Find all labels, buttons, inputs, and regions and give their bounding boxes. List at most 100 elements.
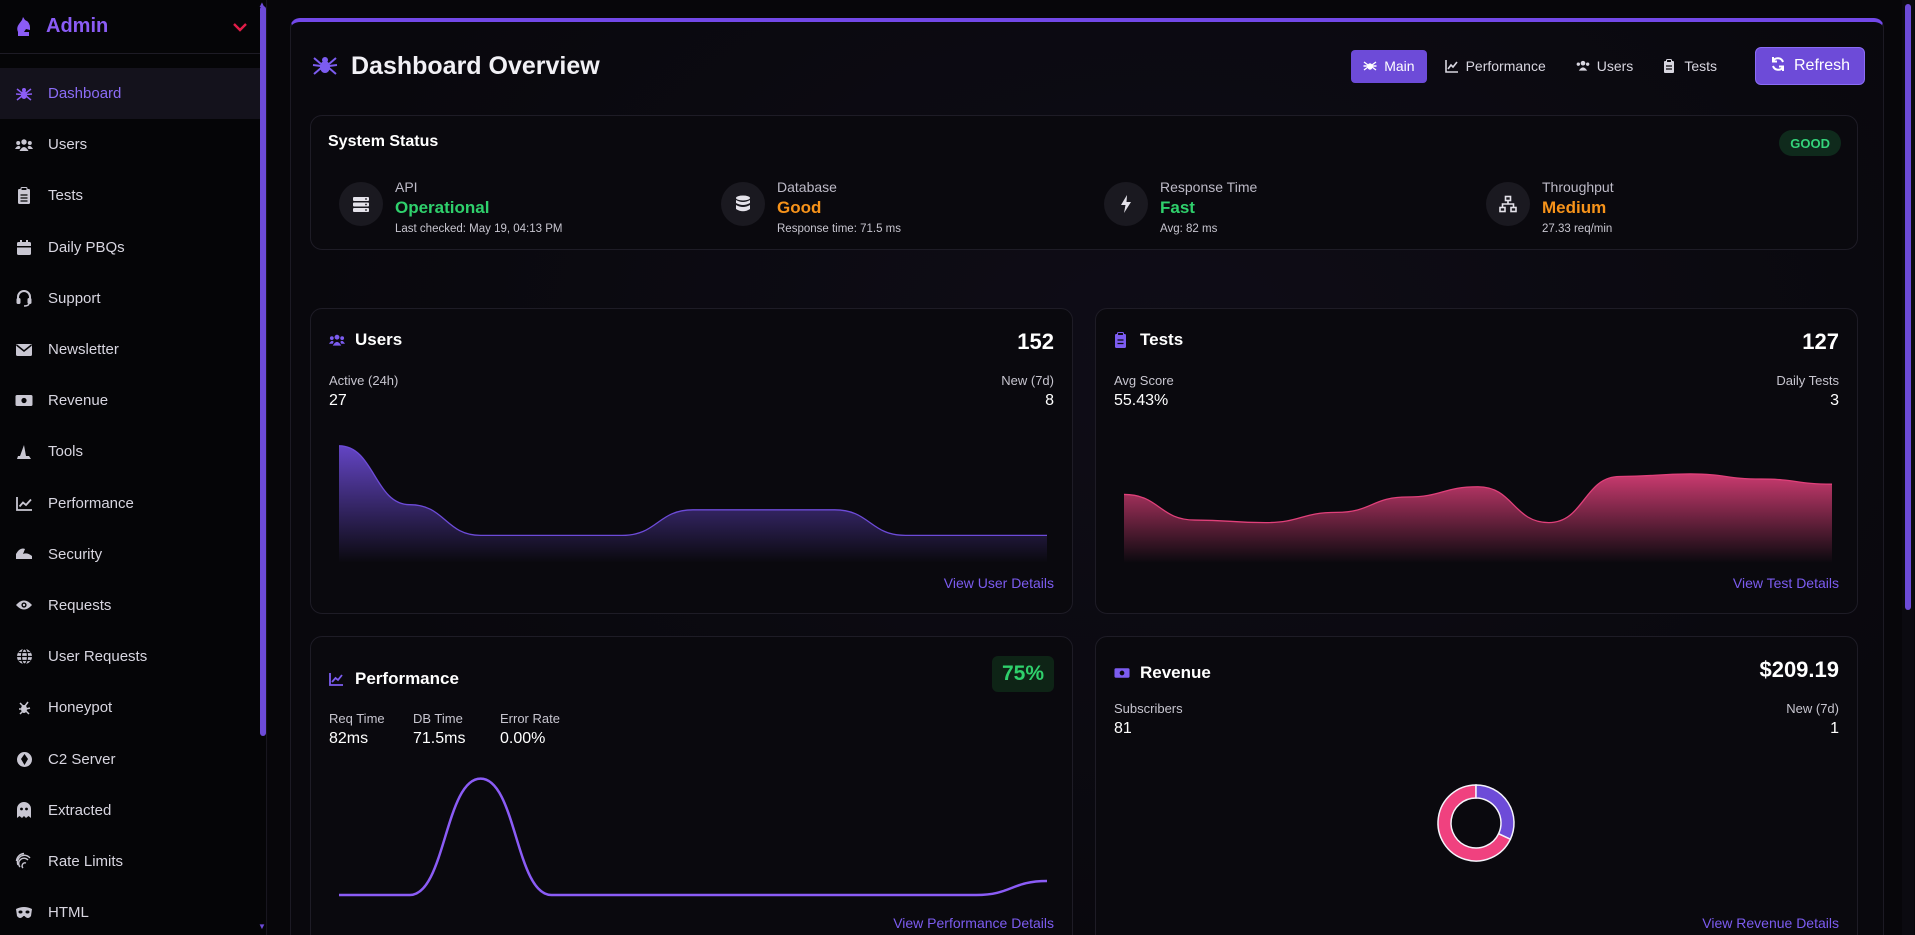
revenue-slice-premium[interactable] xyxy=(1475,784,1515,841)
users-series-line xyxy=(339,445,1047,537)
chart-line-icon xyxy=(14,493,34,513)
sidebar-item-requests[interactable]: Requests xyxy=(0,580,266,631)
users-series-area xyxy=(339,445,1047,563)
sidebar-item-daily-pbqs[interactable]: Daily PBQs xyxy=(0,222,266,273)
sidebar-scrollbar[interactable] xyxy=(260,6,266,736)
users-area-chart xyxy=(339,445,1047,563)
sidebar-item-user-requests[interactable]: User Requests xyxy=(0,631,266,682)
status-response-sub: Avg: 82 ms xyxy=(1160,223,1218,235)
users-active: Active (24h) 27 xyxy=(329,373,398,410)
tests-series-area xyxy=(1124,473,1832,563)
sidebar-item-label: Security xyxy=(48,545,103,563)
system-status-title: System Status xyxy=(328,133,439,150)
hat-icon xyxy=(14,442,34,462)
tab-tests-label: Tests xyxy=(1684,58,1717,74)
sidebar-item-tests[interactable]: Tests xyxy=(0,170,266,221)
sidebar-item-extracted[interactable]: Extracted xyxy=(0,785,266,836)
sidebar-item-revenue[interactable]: Revenue xyxy=(0,375,266,426)
spider-icon xyxy=(311,52,339,80)
status-throughput: Throughput Medium 27.33 req/min xyxy=(1486,179,1614,235)
scroll-up-arrow[interactable]: ▲ xyxy=(258,0,266,9)
revenue-slice-basic[interactable] xyxy=(1437,784,1512,862)
metric-error-rate-label: Error Rate xyxy=(500,711,560,726)
status-api-label: API xyxy=(395,179,418,195)
revenue-new-label: New (7d) xyxy=(1786,701,1839,716)
metric-db-time: DB Time 71.5ms xyxy=(413,711,465,748)
tests-series-line xyxy=(1124,473,1832,524)
sidebar-item-label: Tests xyxy=(48,187,84,205)
status-response-label: Response Time xyxy=(1160,179,1258,195)
dashboard-header: Dashboard Overview Main Performance User… xyxy=(311,44,1865,88)
status-throughput-sub: 27.33 req/min xyxy=(1542,223,1613,235)
tests-card: Tests 127 Avg Score 55.43% Daily Tests 3… xyxy=(1095,308,1858,614)
tab-performance[interactable]: Performance xyxy=(1433,50,1558,83)
sidebar-item-users[interactable]: Users xyxy=(0,119,266,170)
metric-req-time-value: 82ms xyxy=(329,730,369,747)
sidebar-item-label: Revenue xyxy=(48,392,109,410)
tab-tests[interactable]: Tests xyxy=(1651,50,1729,83)
main-scrollbar[interactable] xyxy=(1902,0,1914,935)
tests-daily-label: Daily Tests xyxy=(1776,373,1839,388)
globe-icon xyxy=(14,647,34,667)
metric-req-time: Req Time 82ms xyxy=(329,711,385,748)
scroll-down-arrow[interactable]: ▼ xyxy=(258,922,266,931)
sidebar-brand[interactable]: Admin xyxy=(0,0,266,54)
sidebar-item-tools[interactable]: Tools xyxy=(0,426,266,477)
sidebar-item-newsletter[interactable]: Newsletter xyxy=(0,324,266,375)
revenue-subscribers: Subscribers 81 xyxy=(1114,701,1183,738)
clipboard-icon xyxy=(1114,332,1130,348)
view-performance-details-link[interactable]: View Performance Details xyxy=(893,915,1054,931)
refresh-icon xyxy=(1770,56,1786,77)
tab-users-label: Users xyxy=(1596,58,1634,74)
revenue-card: Revenue $209.19 Subscribers 81 New (7d) … xyxy=(1095,636,1858,935)
chevron-down-icon[interactable] xyxy=(232,19,248,35)
sidebar-item-label: Newsletter xyxy=(48,341,119,359)
clipboard-icon xyxy=(14,186,34,206)
bug-icon xyxy=(14,698,34,718)
sidebar: Admin Dashboard Users Tests Daily PBQs Suppo… xyxy=(0,0,267,935)
sidebar-item-label: Performance xyxy=(48,494,134,512)
sidebar-item-label: Rate Limits xyxy=(48,852,124,870)
sidebar-item-label: HTML xyxy=(48,904,89,922)
sidebar-item-dashboard[interactable]: Dashboard xyxy=(0,68,266,120)
refresh-button[interactable]: Refresh xyxy=(1755,47,1865,85)
users-active-label: Active (24h) xyxy=(329,373,399,388)
view-user-details-link[interactable]: View User Details xyxy=(943,575,1054,591)
view-test-details-link[interactable]: View Test Details xyxy=(1732,575,1839,591)
tests-card-title: Tests xyxy=(1114,330,1183,350)
revenue-new-value: 1 xyxy=(1830,720,1839,737)
status-throughput-value: Medium xyxy=(1542,198,1607,217)
status-database: Database Good Response time: 71.5 ms xyxy=(721,179,901,235)
revenue-subscribers-value: 81 xyxy=(1114,720,1132,737)
shield-icon xyxy=(14,544,34,564)
tab-main-label: Main xyxy=(1384,58,1415,74)
main-content: Dashboard Overview Main Performance User… xyxy=(268,0,1915,935)
view-revenue-details-link[interactable]: View Revenue Details xyxy=(1702,915,1839,931)
sidebar-item-performance[interactable]: Performance xyxy=(0,478,266,529)
sidebar-item-rate-limits[interactable]: Rate Limits xyxy=(0,836,266,887)
users-total: 152 xyxy=(1017,329,1054,354)
tab-users[interactable]: Users xyxy=(1564,50,1646,83)
sidebar-item-label: Support xyxy=(48,289,101,307)
tests-avg-value: 55.43% xyxy=(1114,392,1169,409)
sidebar-nav: Dashboard Users Tests Daily PBQs Support News… xyxy=(0,54,266,935)
revenue-new: New (7d) 1 xyxy=(1786,701,1839,738)
sidebar-item-security[interactable]: Security xyxy=(0,529,266,580)
ghost-icon xyxy=(14,800,34,820)
database-icon xyxy=(721,182,765,226)
sidebar-item-label: Users xyxy=(48,136,88,154)
sidebar-item-support[interactable]: Support xyxy=(0,273,266,324)
dashboard-panel: Dashboard Overview Main Performance User… xyxy=(290,18,1884,935)
tests-total: 127 xyxy=(1802,329,1839,354)
sidebar-item-label: Extracted xyxy=(48,801,112,819)
sidebar-item-honeypot[interactable]: Honeypot xyxy=(0,682,266,733)
sidebar-item-c2-server[interactable]: C2 Server xyxy=(0,733,266,784)
metric-req-time-label: Req Time xyxy=(329,711,385,726)
main-scrollbar-thumb[interactable] xyxy=(1905,4,1911,610)
tab-main[interactable]: Main xyxy=(1351,49,1427,83)
sidebar-item-label: C2 Server xyxy=(48,750,116,768)
mask-icon xyxy=(14,903,34,923)
status-database-label: Database xyxy=(777,179,837,195)
sidebar-item-html[interactable]: HTML xyxy=(0,887,266,935)
